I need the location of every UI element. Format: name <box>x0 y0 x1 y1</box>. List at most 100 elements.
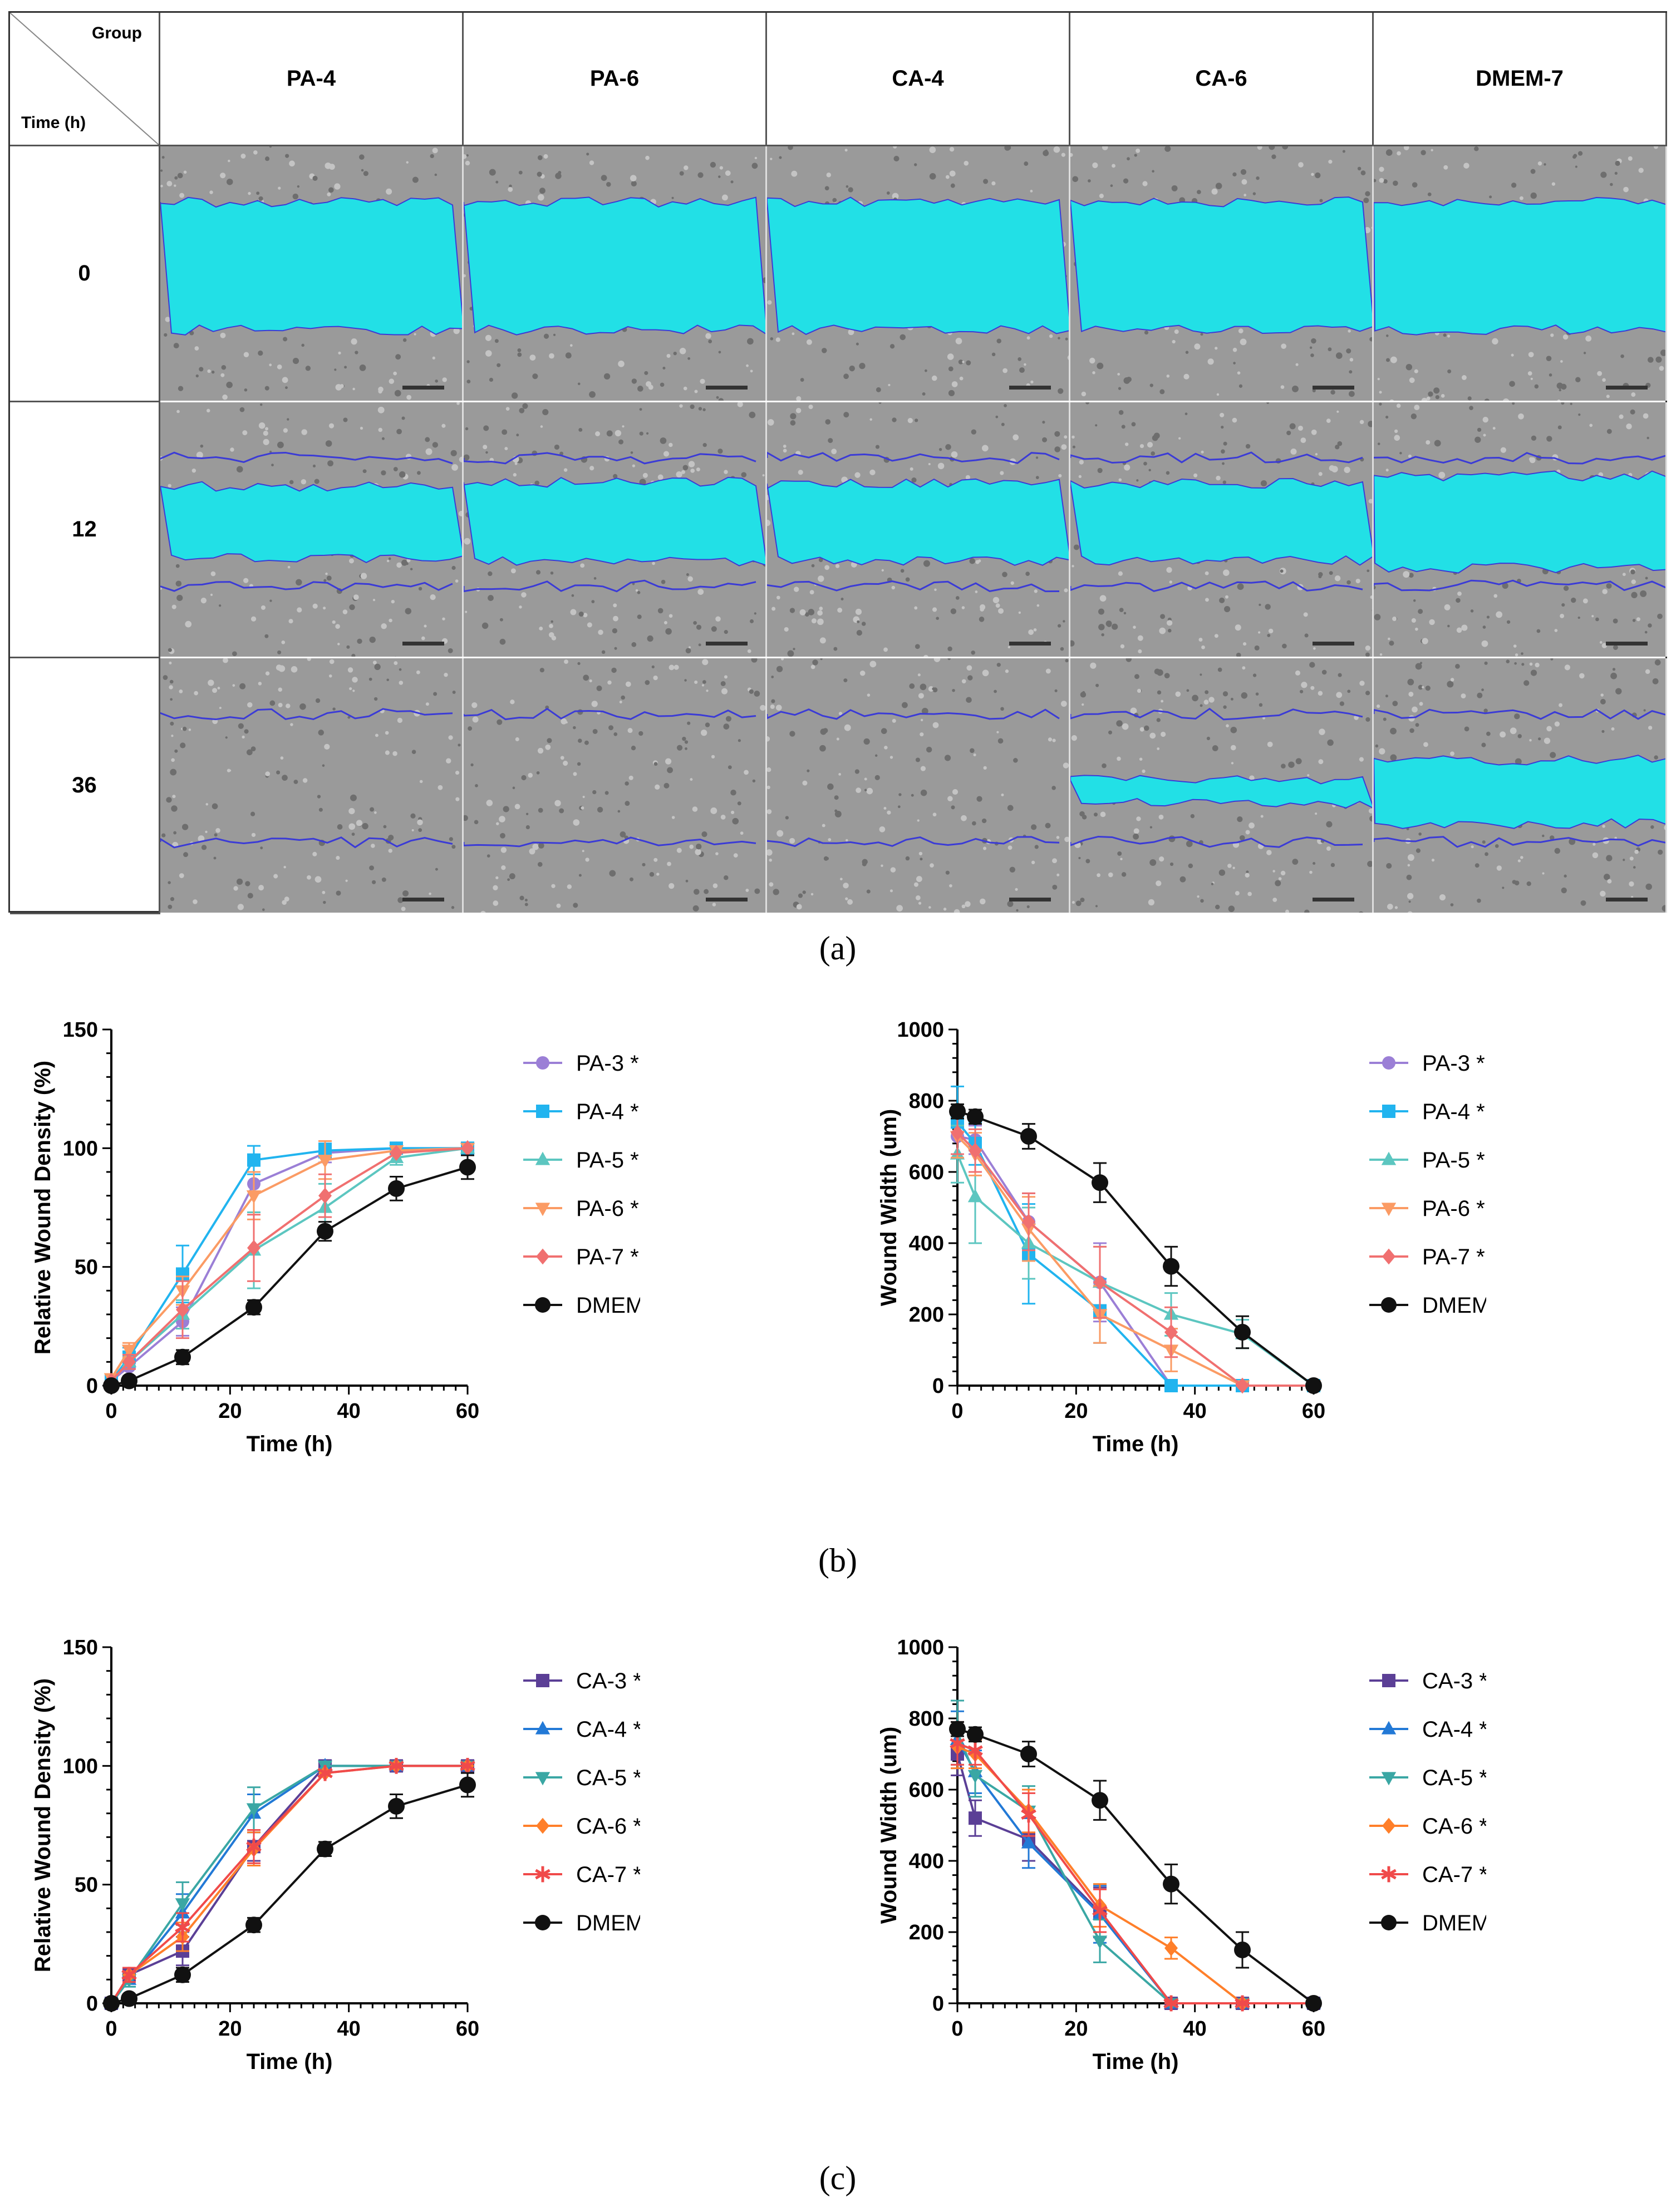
data-point <box>1092 1792 1108 1809</box>
data-point <box>1163 1258 1179 1275</box>
data-point <box>1382 1056 1395 1070</box>
legend-label: DMEM-7 <box>1422 1911 1486 1935</box>
data-point <box>1021 1835 1036 1849</box>
y-tick-label: 1000 <box>897 1636 944 1659</box>
wound-image-grid: Group Time (h) PA-4 PA-6 CA-4 CA-6 DMEM-7 0 12… <box>8 11 1667 914</box>
y-tick-label: 0 <box>932 1375 944 1398</box>
series-dmem-7 <box>103 1154 476 1394</box>
data-point <box>246 1839 262 1855</box>
legend-item: CA-7 * <box>523 1863 640 1887</box>
series-line <box>111 1166 468 1387</box>
legend-label: PA-3 * <box>1422 1051 1485 1076</box>
legend-label: DMEM-7 <box>1422 1293 1486 1318</box>
x-axis-label: Time (h) <box>1093 1432 1179 1456</box>
group-header-ca-6: CA-6 <box>1070 13 1374 146</box>
legend-label: CA-6 * <box>576 1814 640 1839</box>
series-line <box>957 1110 1315 1387</box>
x-tick-label: 0 <box>951 1400 963 1423</box>
data-point <box>1020 1746 1037 1762</box>
data-point <box>390 1145 403 1161</box>
y-axis-label: Relative Wound Density (%) <box>31 1061 55 1354</box>
chart-c-density: 0 20 40 60 0 50 100 150 Time (h) Relative Wound D… <box>31 1636 640 2074</box>
legend-item: PA-7 * <box>1369 1245 1485 1269</box>
series-pa-4 <box>951 1085 1320 1392</box>
series-dmem-7 <box>103 1772 476 2012</box>
data-point <box>967 1189 983 1203</box>
data-point <box>1163 1875 1179 1893</box>
y-tick-label: 100 <box>63 1755 98 1778</box>
data-point <box>388 1180 405 1197</box>
data-point <box>967 1108 984 1125</box>
data-point <box>460 1757 475 1774</box>
data-point <box>967 1770 983 1784</box>
data-point <box>1381 1151 1397 1165</box>
data-point <box>1381 1721 1397 1735</box>
corner-label-group: Group <box>92 24 142 42</box>
legend-label: PA-3 * <box>576 1051 639 1076</box>
data-point <box>246 1190 262 1204</box>
legend-item: CA-3 * <box>1369 1669 1486 1693</box>
wound-image <box>1374 658 1667 913</box>
legend-label: CA-3 * <box>576 1669 640 1693</box>
series-ca-6 <box>951 1725 1320 2012</box>
legend: PA-3 * PA-4 * PA-5 * PA-6 * PA-7 * DMEM-7 <box>1369 1051 1486 1318</box>
data-point <box>174 1966 191 1983</box>
x-axis-label: Time (h) <box>247 1432 333 1456</box>
y-tick-label: 400 <box>909 1232 944 1255</box>
data-point <box>459 1776 476 1794</box>
series-dmem-7 <box>949 1721 1322 2012</box>
x-tick-label: 60 <box>1302 1400 1325 1423</box>
x-axis-label: Time (h) <box>247 2050 333 2074</box>
axes: 0 20 40 60 0 50 100 150 <box>63 1636 480 2041</box>
legend-label: CA-3 * <box>1422 1669 1486 1693</box>
data-point <box>245 1299 262 1316</box>
data-point <box>950 1735 965 1752</box>
time-label-36: 36 <box>10 658 160 914</box>
wound-image <box>160 146 464 401</box>
y-tick-label: 600 <box>909 1779 944 1802</box>
data-point <box>1381 1297 1397 1313</box>
series-pa-6 <box>104 1140 475 1387</box>
panel-label-a: (a) <box>819 930 857 967</box>
x-tick-label: 0 <box>105 1400 117 1423</box>
data-point <box>121 1990 137 2007</box>
data-point <box>535 1297 551 1313</box>
wound-image <box>464 146 767 401</box>
legend-item: DMEM-7 <box>1369 1911 1486 1935</box>
data-point <box>967 1742 983 1758</box>
data-point <box>1305 1995 1322 2012</box>
series-ca-4 <box>950 1710 1321 2009</box>
series-ca-5 <box>950 1699 1321 2012</box>
y-tick-label: 200 <box>909 1303 944 1327</box>
x-tick-label: 40 <box>1183 2017 1207 2041</box>
wound-image <box>1070 658 1374 913</box>
data-point <box>535 1721 551 1735</box>
legend-item: DMEM-7 <box>1369 1293 1486 1318</box>
x-tick-label: 20 <box>218 2017 242 2041</box>
legend-label: CA-6 * <box>1422 1814 1486 1839</box>
data-point <box>967 1726 984 1743</box>
y-tick-label: 200 <box>909 1921 944 1944</box>
data-point <box>459 1159 476 1176</box>
data-point <box>1382 1817 1395 1834</box>
panel-label-b: (b) <box>818 1542 857 1579</box>
x-tick-label: 0 <box>105 2017 117 2041</box>
group-header-dmem-7: DMEM-7 <box>1374 13 1667 146</box>
data-point <box>1235 1995 1250 2012</box>
legend-label: CA-7 * <box>1422 1863 1486 1887</box>
x-tick-label: 40 <box>337 1400 361 1423</box>
x-tick-label: 60 <box>456 1400 479 1423</box>
legend-label: CA-4 * <box>576 1717 640 1742</box>
data-point <box>1305 1377 1322 1394</box>
series-dmem-7 <box>949 1103 1322 1394</box>
data-point <box>174 1348 191 1366</box>
y-tick-label: 150 <box>63 1018 98 1042</box>
legend-item: CA-7 * <box>1369 1863 1486 1887</box>
data-point <box>1236 1377 1249 1394</box>
legend-item: PA-6 * <box>523 1196 639 1221</box>
wound-image <box>767 402 1070 657</box>
data-point <box>1381 1915 1397 1930</box>
legend-item: CA-5 * <box>523 1766 640 1790</box>
